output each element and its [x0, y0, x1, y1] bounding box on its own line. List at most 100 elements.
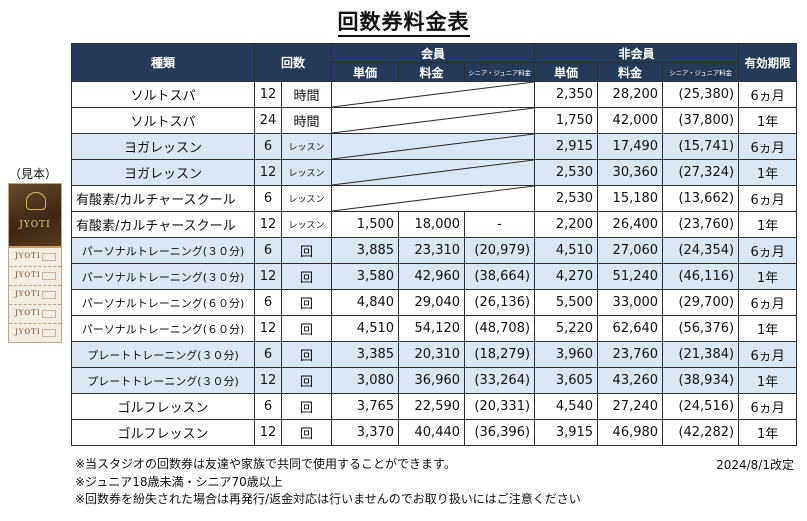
diagonal-line	[332, 82, 534, 107]
non-member-senior-junior-fee: (38,934)	[662, 367, 740, 394]
ticket-count: 12	[254, 81, 282, 108]
header-validity: 有効期限	[738, 43, 798, 82]
count-unit: 回	[280, 263, 333, 290]
non-member-fee: 23,760	[597, 341, 664, 368]
count-unit: レッスン	[280, 159, 333, 186]
member-unit-price: 4,840	[331, 289, 400, 316]
table-row: ヨガレッスン 12 レッスン 2,530 30,360 (27,324) 1年	[71, 159, 798, 186]
ticket-count: 6	[254, 237, 282, 264]
member-not-applicable	[331, 159, 536, 186]
member-senior-junior-fee: (20,331)	[464, 393, 536, 420]
coupon-strip: JYOTI	[9, 324, 61, 342]
member-senior-junior-fee: (26,136)	[464, 289, 536, 316]
member-not-applicable	[331, 185, 536, 212]
member-fee: 22,590	[398, 393, 466, 420]
member-senior-junior-fee: (33,264)	[464, 367, 536, 394]
member-unit-price: 1,500	[331, 211, 400, 238]
non-member-fee: 42,000	[597, 107, 664, 134]
ticket-cover: JYOTI	[9, 184, 61, 248]
non-member-fee: 33,000	[597, 289, 664, 316]
course-name: ヨガレッスン	[71, 133, 255, 160]
non-member-senior-junior-fee: (23,760)	[662, 211, 740, 238]
header-member: 会員	[331, 43, 536, 63]
ticket-count: 24	[254, 107, 282, 134]
ticket-coupons: JYOTI JYOTI JYOTI JYOTI JYOTI	[9, 248, 61, 342]
coupon-stamp-box	[42, 310, 56, 318]
course-name: ソルトスパ	[71, 81, 255, 108]
header-kind: 種類	[71, 43, 255, 82]
table-row: ヨガレッスン 6 レッスン 2,915 17,490 (15,741) 6ヵ月	[71, 133, 798, 160]
member-senior-junior-fee: (48,708)	[464, 315, 536, 342]
non-member-senior-junior-fee: (25,380)	[662, 81, 740, 108]
diagonal-line	[332, 134, 534, 159]
ticket-count: 12	[254, 367, 282, 394]
count-unit: 回	[280, 367, 333, 394]
validity-period: 1年	[738, 107, 798, 134]
ticket-count: 12	[254, 159, 282, 186]
member-not-applicable	[331, 133, 536, 160]
course-name: パーソナルトレーニング(６０分)	[71, 315, 255, 342]
count-unit: 回	[280, 237, 333, 264]
member-senior-junior-fee: (18,279)	[464, 341, 536, 368]
coupon-strip: JYOTI	[9, 286, 61, 305]
member-unit-price: 3,885	[331, 237, 400, 264]
validity-period: 6ヵ月	[738, 393, 798, 420]
header-member-fee: 料金	[398, 62, 466, 82]
coupon-logo: JYOTI	[15, 290, 41, 298]
non-member-fee: 30,360	[597, 159, 664, 186]
validity-period: 6ヵ月	[738, 133, 798, 160]
non-member-unit-price: 2,530	[534, 159, 599, 186]
coupon-logo: JYOTI	[15, 271, 41, 279]
course-name: パーソナルトレーニング(６０分)	[71, 289, 255, 316]
page-title: 回数券料金表	[0, 6, 807, 37]
ticket-count: 6	[254, 133, 282, 160]
ticket-count: 12	[254, 315, 282, 342]
non-member-unit-price: 2,915	[534, 133, 599, 160]
coupon-logo: JYOTI	[15, 252, 41, 260]
non-member-fee: 62,640	[597, 315, 664, 342]
non-member-unit-price: 5,500	[534, 289, 599, 316]
header-non-member: 非会員	[534, 43, 740, 63]
table-row: 有酸素/カルチャースクール 6 レッスン 2,530 15,180 (13,662) 6ヵ月	[71, 185, 798, 212]
ticket-count: 12	[254, 263, 282, 290]
non-member-senior-junior-fee: (37,800)	[662, 107, 740, 134]
table-row: パーソナルトレーニング(６０分) 12 回 4,510 54,120 (48,708) 5,…	[71, 315, 798, 342]
non-member-unit-price: 2,350	[534, 81, 599, 108]
count-unit: 時間	[280, 107, 333, 134]
validity-period: 6ヵ月	[738, 341, 798, 368]
non-member-senior-junior-fee: (15,741)	[662, 133, 740, 160]
count-unit: 回	[280, 315, 333, 342]
member-fee: 54,120	[398, 315, 466, 342]
coupon-stamp-box	[42, 272, 56, 280]
validity-period: 6ヵ月	[738, 81, 798, 108]
member-unit-price: 3,765	[331, 393, 400, 420]
count-unit: 回	[280, 289, 333, 316]
non-member-senior-junior-fee: (24,354)	[662, 237, 740, 264]
non-member-unit-price: 4,540	[534, 393, 599, 420]
member-unit-price: 3,385	[331, 341, 400, 368]
diagonal-line	[332, 186, 534, 211]
non-member-unit-price: 1,750	[534, 107, 599, 134]
course-name: ゴルフレッスン	[71, 393, 255, 420]
diagonal-line	[332, 160, 534, 185]
member-not-applicable	[331, 107, 536, 134]
header-non-member-unit-price: 単価	[534, 62, 599, 82]
table-row: パーソナルトレーニング(３０分) 12 回 3,580 42,960 (38,664) 4,…	[71, 263, 798, 290]
non-member-unit-price: 3,915	[534, 419, 599, 446]
sample-ticket-image: JYOTI JYOTI JYOTI JYOTI JYOTI JYOTI	[8, 183, 62, 343]
header-non-member-fee: 料金	[597, 62, 664, 82]
member-senior-junior-fee: (36,396)	[464, 419, 536, 446]
ticket-count: 6	[254, 185, 282, 212]
non-member-unit-price: 4,510	[534, 237, 599, 264]
header-count: 回数	[253, 43, 333, 82]
diagonal-line	[332, 108, 534, 133]
coupon-stamp-box	[42, 291, 56, 299]
non-member-unit-price: 3,605	[534, 367, 599, 394]
member-not-applicable	[331, 81, 536, 108]
member-senior-junior-fee: (20,979)	[464, 237, 536, 264]
non-member-fee: 51,240	[597, 263, 664, 290]
sample-label: （見本）	[9, 167, 58, 181]
non-member-senior-junior-fee: (27,324)	[662, 159, 740, 186]
validity-period: 1年	[738, 367, 798, 394]
ticket-count: 12	[254, 211, 282, 238]
